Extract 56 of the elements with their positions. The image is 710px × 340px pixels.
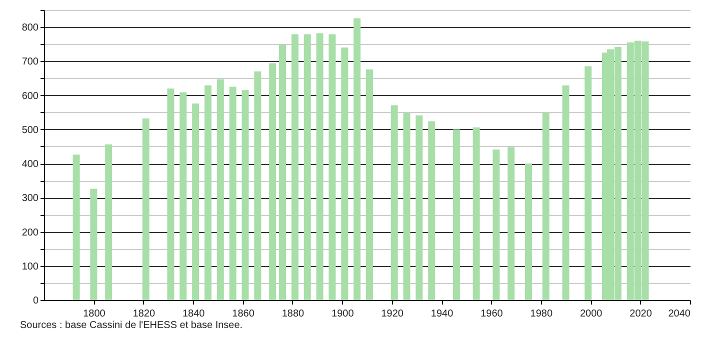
y-tick-label: 200 — [22, 227, 39, 238]
bar — [328, 34, 336, 300]
x-tick-label: 2040 — [668, 308, 691, 320]
bar — [216, 79, 224, 300]
bar — [403, 113, 410, 300]
bar — [472, 127, 480, 300]
x-tick-label: 1880 — [282, 308, 305, 320]
x-tick-label: 1980 — [530, 308, 553, 320]
y-tick-label: 100 — [22, 261, 39, 272]
bar — [242, 90, 249, 300]
bar — [584, 66, 592, 300]
bar — [452, 129, 460, 300]
bar — [180, 92, 187, 300]
bar — [390, 105, 398, 300]
bar — [542, 112, 550, 300]
x-tick-label: 2020 — [630, 308, 652, 320]
bar — [366, 69, 373, 300]
bar — [269, 63, 276, 300]
bar — [142, 118, 150, 300]
bar — [508, 147, 515, 300]
bar — [167, 88, 174, 300]
y-tick-label: 400 — [22, 159, 39, 170]
x-tick-label: 1860 — [232, 308, 255, 320]
x-tick-label: 1960 — [480, 308, 504, 320]
bar — [316, 33, 324, 300]
y-tick-label: 0 — [32, 296, 39, 306]
bar — [204, 85, 212, 300]
bar — [341, 48, 348, 300]
bar — [428, 121, 436, 300]
x-tick-label: 1900 — [332, 308, 354, 320]
bar — [525, 164, 532, 300]
y-tick-label: 700 — [22, 56, 39, 68]
x-tick-label: 1920 — [381, 308, 404, 320]
bar — [291, 34, 298, 300]
bar — [192, 103, 200, 300]
x-tick-label: 1840 — [182, 308, 206, 320]
bar — [562, 85, 570, 300]
y-tick-label: 800 — [22, 22, 39, 34]
x-tick-label: 1940 — [430, 308, 454, 320]
x-tick-label: 2000 — [580, 308, 603, 320]
x-tick-label: 1800 — [83, 308, 106, 320]
bar — [279, 44, 286, 300]
bar — [416, 115, 423, 300]
bar — [254, 71, 262, 300]
bar — [72, 154, 80, 300]
bar — [90, 188, 98, 300]
source-note: Sources : base Cassini de l'EHESS et base Insee. — [20, 320, 243, 331]
bar — [492, 150, 500, 300]
y-tick-label: 500 — [22, 124, 39, 136]
y-tick-label: 600 — [22, 90, 39, 102]
bar — [304, 34, 311, 300]
bar — [229, 86, 236, 300]
y-tick-label: 300 — [22, 193, 39, 204]
x-tick-label: 1820 — [132, 308, 156, 320]
bar — [105, 144, 112, 300]
bar — [354, 18, 361, 300]
